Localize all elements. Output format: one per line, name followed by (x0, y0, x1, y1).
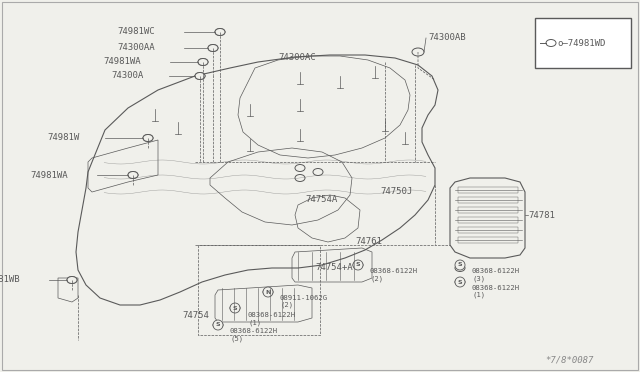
Ellipse shape (128, 171, 138, 179)
Ellipse shape (215, 29, 225, 35)
Text: 74754: 74754 (182, 311, 209, 320)
Text: 74300A: 74300A (112, 71, 144, 80)
Ellipse shape (143, 135, 153, 141)
Ellipse shape (230, 305, 240, 311)
Text: S: S (458, 279, 462, 285)
Text: 74300AB: 74300AB (428, 33, 466, 42)
Text: o—74981WD: o—74981WD (557, 38, 605, 48)
Bar (458, 227, 518, 233)
Ellipse shape (295, 174, 305, 182)
Ellipse shape (413, 48, 423, 55)
Text: 74750J: 74750J (380, 187, 412, 196)
Circle shape (213, 320, 223, 330)
Circle shape (455, 260, 465, 270)
Text: 74781: 74781 (528, 211, 555, 219)
Circle shape (263, 287, 273, 297)
Circle shape (230, 303, 240, 313)
Text: 08368-6122H
(5): 08368-6122H (5) (230, 328, 278, 341)
Ellipse shape (195, 73, 205, 80)
Text: N: N (266, 289, 271, 295)
Text: 74300AA: 74300AA (117, 44, 155, 52)
Text: S: S (356, 263, 360, 267)
Text: 08368-6122H
(1): 08368-6122H (1) (472, 285, 520, 298)
Text: 74981WA: 74981WA (104, 58, 141, 67)
Bar (458, 217, 518, 223)
Ellipse shape (198, 58, 208, 65)
Ellipse shape (208, 45, 218, 51)
Ellipse shape (208, 45, 218, 51)
Circle shape (353, 260, 363, 270)
Ellipse shape (353, 262, 363, 269)
Text: 74754+A: 74754+A (315, 263, 353, 273)
Text: S: S (458, 263, 462, 267)
Text: 74981WA: 74981WA (30, 170, 68, 180)
Text: 74981WB: 74981WB (0, 276, 20, 285)
Ellipse shape (412, 48, 424, 56)
Bar (458, 207, 518, 213)
Text: 08368-6122H
(3): 08368-6122H (3) (472, 268, 520, 282)
Bar (535, 18, 631, 68)
Text: 74754A: 74754A (305, 196, 337, 205)
Text: S: S (216, 323, 220, 327)
Ellipse shape (313, 169, 323, 176)
Ellipse shape (213, 321, 223, 328)
Ellipse shape (143, 135, 153, 141)
Ellipse shape (67, 276, 77, 283)
Ellipse shape (215, 29, 225, 35)
Text: 74981W: 74981W (48, 134, 80, 142)
Text: 08911-1062G
(2): 08911-1062G (2) (280, 295, 328, 308)
Text: S: S (233, 305, 237, 311)
Text: 08368-6122H
(1): 08368-6122H (1) (248, 312, 296, 326)
Text: 74761: 74761 (355, 237, 382, 247)
Text: 74300AC: 74300AC (278, 54, 316, 62)
Ellipse shape (195, 73, 205, 80)
Ellipse shape (455, 264, 465, 272)
Ellipse shape (455, 279, 465, 285)
Circle shape (455, 277, 465, 287)
Ellipse shape (198, 58, 208, 65)
Bar (458, 237, 518, 243)
Ellipse shape (67, 276, 77, 283)
Ellipse shape (128, 171, 138, 179)
Bar (458, 197, 518, 203)
Ellipse shape (263, 289, 273, 295)
Text: 08368-6122H
(2): 08368-6122H (2) (370, 268, 418, 282)
Text: *7/8*0087: *7/8*0087 (545, 356, 593, 365)
Bar (458, 187, 518, 193)
Ellipse shape (295, 164, 305, 171)
Text: 74981WC: 74981WC (117, 28, 155, 36)
